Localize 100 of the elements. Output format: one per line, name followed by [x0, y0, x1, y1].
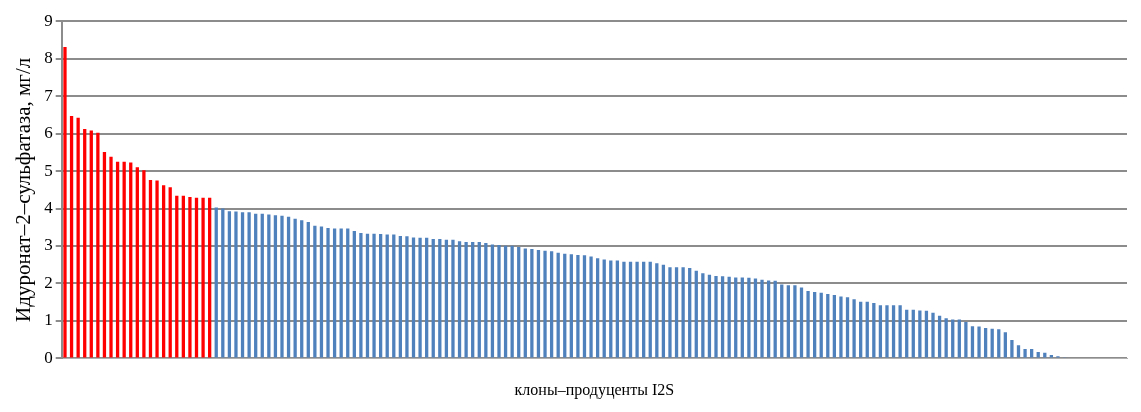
bar	[845, 297, 850, 358]
bar	[497, 244, 501, 358]
y-tick-label: 6	[44, 123, 53, 143]
bar	[602, 259, 606, 358]
bar	[490, 244, 495, 358]
bar	[977, 326, 981, 358]
bar	[839, 296, 843, 358]
bar	[688, 268, 692, 358]
bar	[135, 167, 139, 358]
bar	[760, 279, 764, 358]
bar	[122, 161, 126, 358]
bar	[503, 245, 508, 358]
bar	[740, 277, 744, 358]
bar	[543, 250, 547, 358]
bar	[247, 212, 251, 358]
bar	[109, 156, 113, 358]
bar	[556, 252, 560, 358]
bar	[964, 322, 968, 358]
bar	[595, 258, 600, 358]
bar	[346, 228, 350, 358]
bar	[234, 211, 238, 358]
bar	[273, 215, 278, 358]
bar	[431, 238, 435, 358]
bar	[1016, 345, 1021, 358]
bar	[208, 197, 212, 358]
bar	[142, 170, 146, 358]
bar	[569, 254, 573, 358]
bar	[326, 228, 330, 358]
bar	[530, 249, 534, 358]
bar	[997, 329, 1001, 358]
y-tick-label: 0	[44, 347, 53, 367]
bar	[898, 305, 902, 358]
bar	[661, 264, 666, 358]
bar	[201, 197, 205, 358]
bar	[924, 310, 929, 358]
bar	[747, 277, 751, 358]
bar	[951, 319, 955, 358]
bar	[622, 261, 626, 358]
bar	[806, 290, 810, 358]
y-axis-title: Идуронат–2–сульфатаза, мг/л	[11, 57, 36, 322]
bar	[872, 302, 876, 358]
bar	[720, 276, 725, 358]
bar	[734, 277, 738, 358]
bar	[727, 276, 731, 358]
bar	[240, 212, 245, 358]
y-tick-label: 8	[44, 48, 53, 68]
bar	[1023, 349, 1027, 358]
bar	[970, 326, 975, 358]
bar	[852, 299, 856, 358]
bar	[885, 305, 889, 358]
bar	[76, 117, 80, 358]
x-axis-title: клоны–продуценты I2S	[514, 380, 675, 399]
bar	[319, 226, 324, 358]
bar	[701, 273, 705, 358]
bar	[944, 318, 948, 358]
bar	[668, 267, 672, 358]
bar	[865, 301, 869, 358]
bar	[115, 161, 120, 358]
bar	[609, 260, 613, 358]
bar	[589, 256, 593, 358]
bar	[891, 305, 896, 358]
bar	[773, 280, 777, 358]
bar	[227, 211, 232, 358]
bar	[221, 208, 225, 358]
bar	[280, 215, 284, 358]
bar	[799, 287, 804, 358]
bar	[464, 241, 468, 358]
bar	[300, 220, 304, 358]
bar	[438, 238, 442, 358]
y-tick-label: 5	[44, 160, 53, 180]
bar	[681, 267, 685, 358]
bar	[931, 312, 935, 358]
bar	[194, 197, 199, 358]
bar	[405, 236, 409, 358]
bar	[385, 234, 389, 358]
bar	[286, 216, 291, 358]
bar	[648, 261, 652, 358]
bar	[254, 213, 258, 358]
bar	[707, 274, 712, 358]
bar	[365, 233, 370, 358]
bar	[313, 225, 317, 358]
bar	[937, 315, 942, 358]
bar	[957, 319, 961, 358]
bar	[339, 228, 343, 358]
bar	[168, 187, 172, 358]
bar	[983, 328, 988, 358]
bar	[655, 263, 659, 358]
bar	[260, 213, 264, 358]
bar	[819, 292, 823, 358]
bar	[477, 241, 481, 358]
bar	[188, 196, 192, 358]
bar	[352, 231, 356, 358]
bar	[549, 251, 554, 358]
y-tick-label: 9	[44, 10, 53, 30]
bar	[1003, 332, 1007, 358]
bar	[378, 234, 383, 358]
bar	[418, 237, 422, 358]
bar	[563, 253, 567, 358]
bar	[793, 285, 797, 358]
bar	[523, 248, 527, 358]
